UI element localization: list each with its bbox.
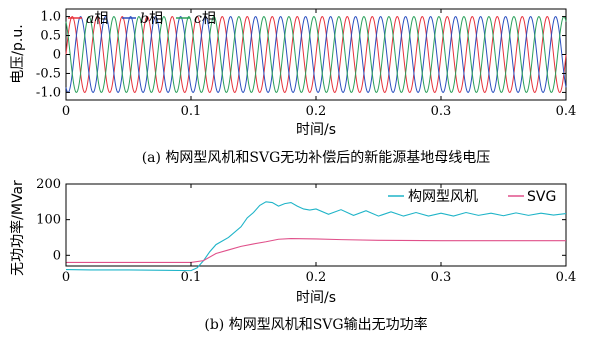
x-tick-label: 0.2 xyxy=(306,270,327,285)
y-axis-label: 电压/p.u. xyxy=(10,24,26,83)
panel-a-voltage-chart: 0 0.1 0.2 0.3 0.4 -1.0 -0.5 0 0.5 1.0 电压/p.u. 时间/… xyxy=(10,8,576,166)
panel-caption: (a) 构网型风机和SVG无功补偿后的新能源基地母线电压 xyxy=(142,149,491,166)
x-tick-label: 0 xyxy=(62,270,70,285)
x-tick-label: 0.3 xyxy=(431,104,452,119)
y-tick-label: -1.0 xyxy=(36,85,61,100)
legend: a相 b相 c相 xyxy=(68,11,216,27)
x-tick-label: 0.2 xyxy=(306,104,327,119)
panel-b-reactive-power-chart: 0 0.1 0.2 0.3 0.4 0 100 200 无功功率/MVar 时间/s (b) … xyxy=(9,177,576,333)
plot-frame xyxy=(65,183,567,267)
legend-label: a相 xyxy=(86,11,108,27)
legend: 构网型风机 SVG xyxy=(388,189,556,205)
reactive-power-series-group xyxy=(65,201,567,272)
legend-label: SVG xyxy=(527,189,556,205)
y-tick-label: 200 xyxy=(36,177,61,192)
x-tick-label: 0.3 xyxy=(431,270,452,285)
x-tick-label: 0.1 xyxy=(181,270,202,285)
y-tick-label: -0.5 xyxy=(36,66,61,81)
phase-c-line xyxy=(65,16,567,93)
x-axis-label: 时间/s xyxy=(296,290,336,306)
axis-ticks: 0 0.1 0.2 0.3 0.4 -1.0 -0.5 0 0.5 1.0 xyxy=(36,9,576,119)
legend-phase-letter: c xyxy=(194,11,202,27)
y-axis-label: 无功功率/MVar xyxy=(9,180,26,276)
grid-forming-wind-turbine-line xyxy=(65,201,567,272)
legend-phase-suffix: 相 xyxy=(149,11,163,27)
y-tick-label: 0 xyxy=(53,48,61,63)
legend-label: 构网型风机 xyxy=(408,189,478,205)
phase-a-line xyxy=(65,16,567,93)
x-axis-label: 时间/s xyxy=(296,122,336,138)
svg-line xyxy=(66,237,566,263)
y-tick-label: 100 xyxy=(36,213,61,228)
x-tick-label: 0 xyxy=(62,104,70,119)
axis-ticks: 0 0.1 0.2 0.3 0.4 0 100 200 xyxy=(36,177,576,285)
y-tick-label: 1.0 xyxy=(40,10,61,25)
legend-label: b相 xyxy=(140,11,163,27)
legend-phase-suffix: 相 xyxy=(202,11,216,27)
x-tick-label: 0.4 xyxy=(556,104,577,119)
legend-phase-letter: b xyxy=(140,11,149,27)
legend-phase-letter: a xyxy=(86,11,94,27)
x-tick-label: 0.1 xyxy=(181,104,202,119)
phase-b-line xyxy=(65,16,567,93)
legend-label: c相 xyxy=(194,11,216,27)
legend-phase-suffix: 相 xyxy=(94,11,108,27)
x-tick-label: 0.4 xyxy=(556,270,577,285)
y-tick-label: 0 xyxy=(53,248,61,263)
panel-caption: (b) 构网型风机和SVG输出无功功率 xyxy=(204,316,427,333)
y-tick-label: 0.5 xyxy=(40,29,61,44)
voltage-series-group xyxy=(65,16,567,93)
